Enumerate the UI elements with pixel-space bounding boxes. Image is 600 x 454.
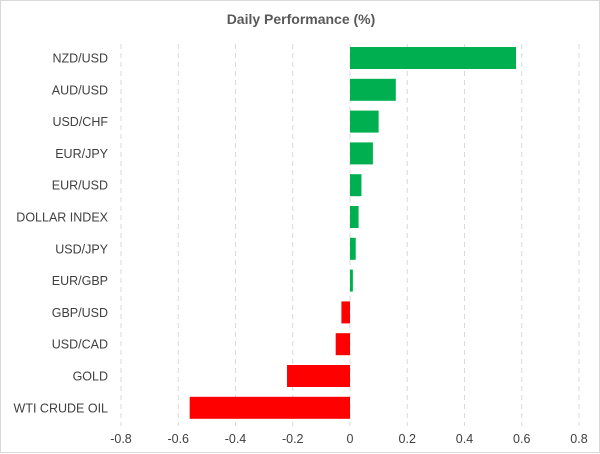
category-label: WTI CRUDE OIL xyxy=(14,401,108,415)
category-label: GBP/USD xyxy=(52,306,108,320)
category-labels: NZD/USD AUD/USD USD/CHF EUR/JPY EUR/USD DOLLA… xyxy=(14,52,109,416)
bar xyxy=(350,110,379,133)
bar xyxy=(341,301,350,324)
bar xyxy=(350,206,359,228)
category-label: GOLD xyxy=(73,370,108,384)
bar xyxy=(350,78,396,101)
bar xyxy=(350,174,362,197)
x-tick-label: 0.4 xyxy=(456,432,473,446)
x-tick-label: 0.6 xyxy=(513,432,530,446)
bar xyxy=(350,47,517,69)
chart-title: Daily Performance (%) xyxy=(227,11,376,27)
category-label: USD/CHF xyxy=(52,115,108,129)
x-tick-label: 0.2 xyxy=(399,432,416,446)
category-label: EUR/GBP xyxy=(52,274,108,288)
x-tick-labels: -0.8 -0.6 -0.4 -0.2 0 0.2 0.4 0.6 0.8 xyxy=(110,432,588,446)
bar xyxy=(350,237,356,260)
x-tick-label: -0.2 xyxy=(282,432,304,446)
category-label: USD/JPY xyxy=(55,242,108,256)
x-tick-label: -0.6 xyxy=(167,432,189,446)
x-tick-label: 0.8 xyxy=(570,432,587,446)
bar xyxy=(350,142,373,165)
x-tick-label: 0 xyxy=(347,432,354,446)
bar xyxy=(335,333,350,356)
bar xyxy=(350,269,353,292)
category-label: AUD/USD xyxy=(52,83,108,97)
category-label: NZD/USD xyxy=(52,52,108,66)
category-label: EUR/JPY xyxy=(55,147,108,161)
category-label: USD/CAD xyxy=(52,338,108,352)
category-label: EUR/USD xyxy=(52,179,108,193)
grid-layer xyxy=(120,44,580,426)
x-tick-label: -0.8 xyxy=(110,432,132,446)
x-tick-label: -0.4 xyxy=(225,432,247,446)
bar xyxy=(189,396,350,419)
category-label: DOLLAR INDEX xyxy=(16,211,108,225)
bar xyxy=(287,365,350,387)
bar-layer xyxy=(189,47,517,419)
